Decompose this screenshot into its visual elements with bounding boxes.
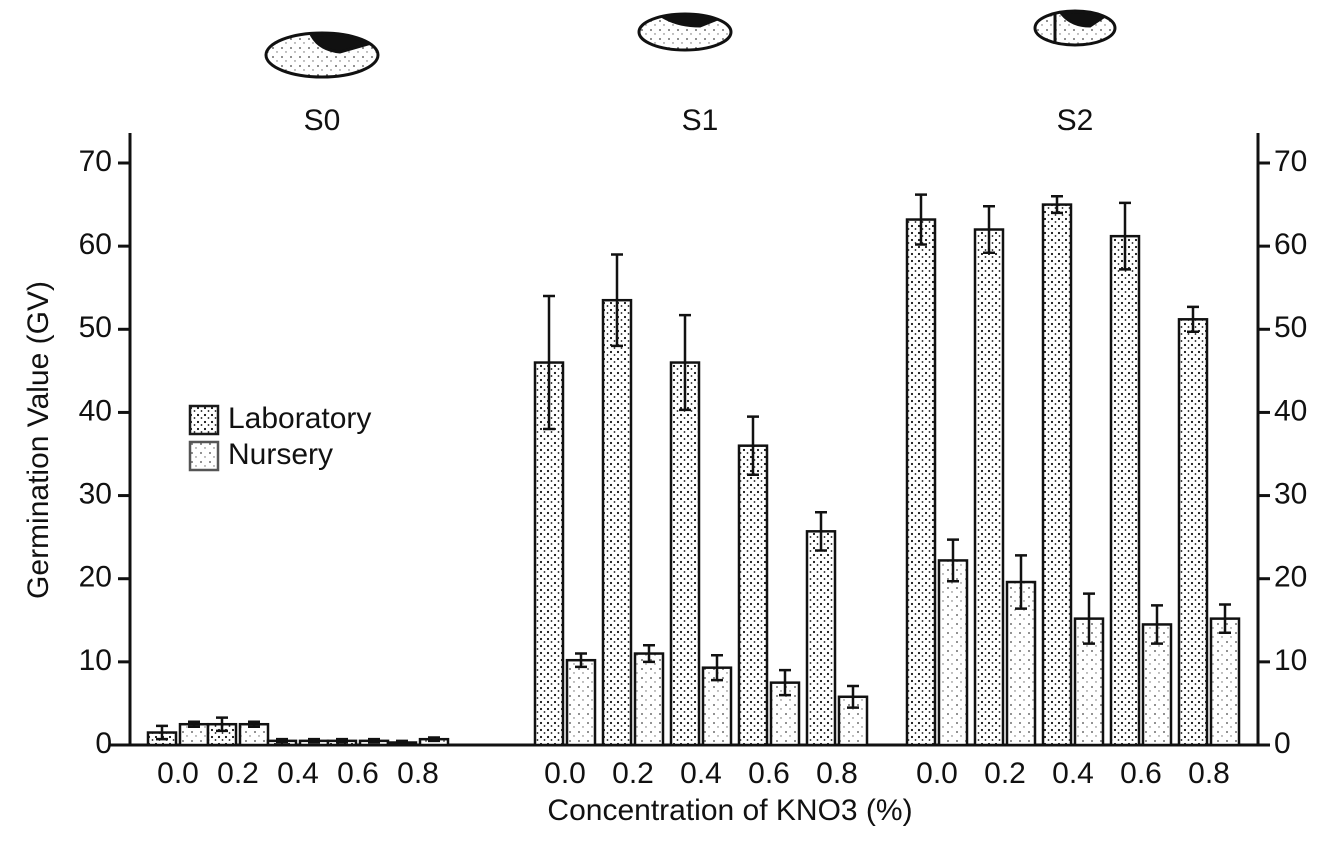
error-bar: [1219, 603, 1231, 635]
x-tick-label: 0.4: [1052, 757, 1094, 790]
x-axis-title: Concentration of KNO3 (%): [547, 794, 912, 827]
error-bar: [543, 294, 555, 431]
bar: [565, 658, 597, 747]
x-tick-label: 0.8: [816, 757, 858, 790]
group-label: S2: [1057, 104, 1094, 137]
y-tick-label: 40: [79, 394, 112, 427]
y-tick-label: 30: [79, 477, 112, 510]
y2-tick-label: 10: [1274, 644, 1307, 677]
error-bar: [575, 652, 587, 669]
bar: [669, 361, 701, 747]
legend-label: Laboratory: [228, 402, 371, 435]
y2-tick-label: 30: [1274, 477, 1307, 510]
legend-label: Nursery: [228, 438, 333, 471]
y2-tick-label: 40: [1274, 394, 1307, 427]
error-bar: [1187, 305, 1199, 334]
y-tick-label: 10: [79, 644, 112, 677]
error-bar: [428, 736, 440, 743]
x-tick-label: 0.0: [544, 757, 586, 790]
bar: [1141, 623, 1173, 747]
y2-tick-label: 0: [1274, 727, 1291, 760]
bar: [905, 218, 937, 747]
bar: [601, 298, 633, 747]
error-bar: [368, 737, 380, 744]
error-bar: [188, 720, 200, 728]
error-bar: [336, 737, 348, 744]
error-bar: [1083, 592, 1095, 645]
y2-tick-label: 50: [1274, 311, 1307, 344]
x-tick-label: 0.6: [1120, 757, 1162, 790]
bar: [1109, 234, 1141, 747]
error-bar: [711, 653, 723, 682]
x-tick-label: 0.6: [337, 757, 379, 790]
bar: [1041, 203, 1073, 747]
error-bar: [1151, 604, 1163, 645]
error-bar: [847, 684, 859, 709]
error-bar: [248, 720, 260, 728]
bar: [805, 530, 837, 747]
error-bar: [679, 313, 691, 412]
error-bar: [915, 193, 927, 246]
error-bar: [216, 716, 228, 733]
y-tick-label: 60: [79, 228, 112, 261]
y-tick-label: 0: [95, 727, 112, 760]
error-bar: [747, 415, 759, 477]
bar: [1177, 318, 1209, 747]
x-tick-label: 0.4: [277, 757, 319, 790]
y-tick-label: 20: [79, 561, 112, 594]
x-tick-label: 0.2: [217, 757, 259, 790]
legend-swatch: [188, 440, 220, 472]
error-bar: [1051, 195, 1063, 215]
error-bar: [947, 538, 959, 583]
x-tick-label: 0.4: [680, 757, 722, 790]
x-tick-label: 0.2: [984, 757, 1026, 790]
error-bar: [779, 668, 791, 697]
error-bar: [983, 204, 995, 255]
error-bar: [815, 510, 827, 552]
x-tick-label: 0.6: [748, 757, 790, 790]
legend-swatch: [188, 404, 220, 436]
y-tick-label: 50: [79, 311, 112, 344]
x-tick-label: 0.2: [612, 757, 654, 790]
x-tick-label: 0.0: [916, 757, 958, 790]
y2-tick-label: 60: [1274, 228, 1307, 261]
bar: [1209, 617, 1241, 747]
bar: [633, 652, 665, 747]
y2-tick-label: 70: [1274, 145, 1307, 178]
x-tick-label: 0.8: [397, 757, 439, 790]
y-axis-title: Germination Value (GV): [22, 281, 55, 599]
error-bar: [611, 253, 623, 348]
error-bar: [276, 737, 288, 744]
error-bar: [643, 643, 655, 664]
group-label: S0: [304, 104, 341, 137]
bar: [973, 228, 1005, 747]
x-tick-label: 0.8: [1188, 757, 1230, 790]
bar: [737, 444, 769, 747]
error-bar: [1015, 554, 1027, 610]
seed-icons: [264, 9, 1117, 79]
bar: [937, 559, 969, 747]
y-tick-label: 70: [79, 145, 112, 178]
x-tick-label: 0.0: [157, 757, 199, 790]
error-bar: [396, 739, 408, 746]
error-bar: [156, 724, 168, 741]
y2-tick-label: 20: [1274, 561, 1307, 594]
group-label: S1: [682, 104, 719, 137]
error-bar: [308, 737, 320, 744]
error-bar: [1119, 201, 1131, 271]
